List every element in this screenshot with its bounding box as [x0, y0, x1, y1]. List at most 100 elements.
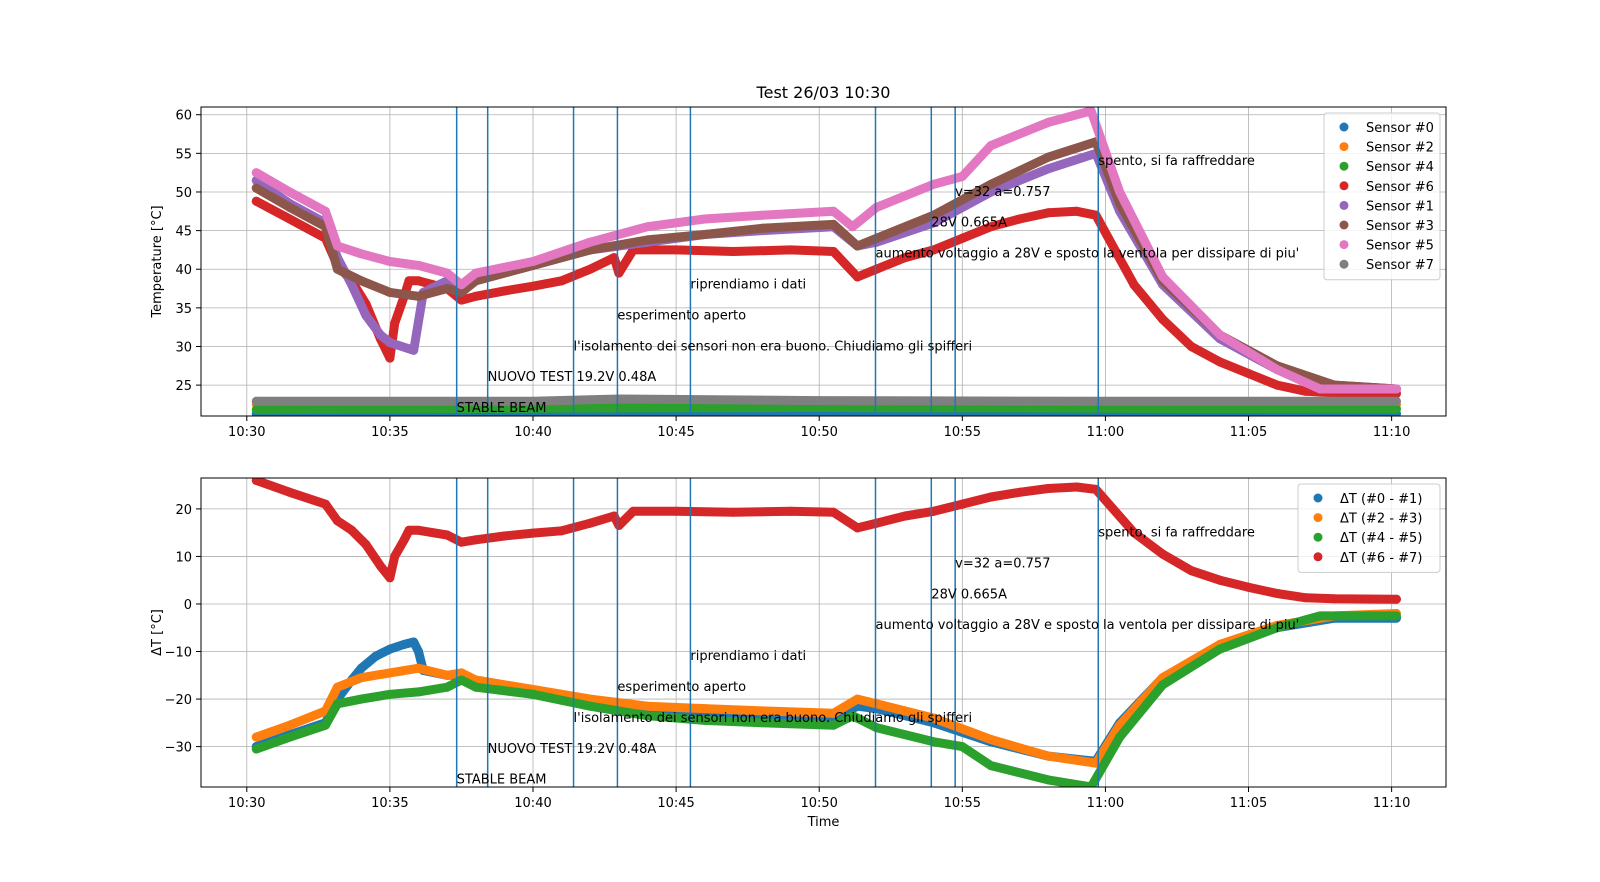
data-point — [900, 253, 910, 263]
data-point — [829, 507, 838, 517]
chart-title: Test 26/03 10:30 — [756, 83, 891, 102]
data-point — [829, 206, 838, 216]
data-point — [1244, 369, 1253, 378]
data-point — [671, 506, 681, 516]
data-point — [786, 506, 796, 516]
x-tick-label: 10:45 — [657, 425, 694, 440]
data-point — [385, 338, 395, 348]
data-point — [986, 141, 996, 151]
annotation-label: spento, si fa raffreddare — [1098, 154, 1255, 169]
data-point — [1043, 152, 1053, 162]
data-point — [829, 247, 838, 256]
data-point — [585, 237, 595, 247]
data-point — [285, 214, 295, 224]
legend-marker — [1339, 142, 1349, 152]
x-tick-label: 11:00 — [1087, 796, 1124, 811]
legend-marker — [1313, 513, 1323, 523]
data-point — [848, 222, 858, 232]
x-tick-label: 10:40 — [514, 425, 551, 440]
data-point — [852, 523, 862, 533]
data-point — [371, 651, 381, 661]
data-point — [356, 276, 366, 286]
legend-entry: ΔT (#2 - #3) — [1340, 512, 1422, 527]
data-point — [1272, 365, 1282, 375]
data-point — [471, 291, 481, 301]
data-point — [1158, 272, 1168, 282]
y-axis: 25 30 35 40 45 50 55 60 — [175, 109, 201, 394]
data-point — [404, 276, 414, 286]
data-point — [528, 281, 538, 291]
annotation-label: aumento voltaggio a 28V e sposto la vent… — [875, 247, 1299, 262]
data-point — [442, 284, 452, 293]
y-tick-label: 30 — [175, 340, 192, 355]
legend-entry: Sensor #5 — [1366, 239, 1434, 254]
data-point — [332, 241, 342, 251]
event-lines — [455, 478, 1100, 787]
data-point — [728, 507, 738, 517]
data-point — [414, 647, 423, 656]
x-tick-label: 11:00 — [1087, 425, 1124, 440]
annotation-label: riprendiamo i dati — [690, 278, 806, 293]
data-point — [528, 403, 538, 413]
data-point — [829, 720, 838, 730]
data-point — [1391, 611, 1401, 621]
data-point — [1158, 314, 1168, 324]
data-point — [929, 737, 939, 747]
data-point — [385, 689, 395, 699]
data-point — [628, 506, 638, 516]
data-point — [442, 682, 452, 692]
legend-box — [1323, 112, 1441, 281]
legend-entry: Sensor #3 — [1366, 219, 1434, 234]
data-point — [414, 260, 423, 270]
legend-box — [1297, 483, 1441, 573]
data-point — [986, 222, 996, 232]
data-point — [528, 257, 538, 266]
data-point — [585, 264, 595, 274]
data-point — [852, 241, 862, 251]
data-point — [871, 699, 881, 709]
annotation-label: 28V 0.665A — [931, 216, 1007, 231]
data-point — [957, 172, 967, 181]
data-point — [614, 268, 624, 278]
data-point — [251, 196, 261, 206]
data-point — [1091, 484, 1101, 494]
data-point — [1391, 404, 1401, 414]
data-point — [356, 663, 366, 673]
data-point — [1043, 208, 1053, 218]
data-point — [414, 291, 423, 301]
annotation-label: esperimento aperto — [617, 308, 746, 323]
annotation-label: esperimento aperto — [617, 680, 746, 695]
data-point — [957, 742, 967, 752]
data-point — [332, 682, 342, 692]
y-tick-label: 55 — [175, 147, 192, 162]
legend-entry: Sensor #0 — [1366, 121, 1434, 136]
data-point — [609, 253, 619, 263]
annotation-label: l'isolamento dei sensori non era buono. … — [574, 339, 973, 354]
legend-entry: Sensor #7 — [1366, 258, 1434, 273]
y-tick-label: 60 — [175, 109, 192, 124]
data-point — [385, 668, 395, 678]
data-point — [986, 492, 996, 502]
data-point — [957, 233, 967, 243]
data-point — [321, 499, 330, 509]
data-point — [356, 694, 366, 704]
data-point — [321, 720, 330, 730]
y-tick-label: 0 — [184, 598, 192, 613]
data-point — [829, 708, 838, 718]
data-point — [814, 403, 824, 412]
x-tick-label: 10:35 — [371, 425, 408, 440]
data-point — [385, 287, 395, 297]
data-point — [700, 704, 710, 714]
data-point — [871, 723, 881, 733]
delta-t-plot: STABLE BEAM NUOVO TEST 19.2V 0.48A l'isola… — [150, 477, 1447, 830]
data-point — [585, 518, 595, 528]
data-point — [442, 268, 452, 278]
x-tick-label: 10:50 — [800, 425, 837, 440]
x-tick-label: 10:30 — [228, 425, 265, 440]
data-point — [643, 235, 652, 245]
annotation-label: NUOVO TEST 19.2V 0.48A — [488, 742, 657, 757]
data-point — [1215, 575, 1225, 585]
data-point — [757, 706, 767, 716]
data-point — [757, 210, 767, 220]
data-point — [347, 280, 357, 290]
